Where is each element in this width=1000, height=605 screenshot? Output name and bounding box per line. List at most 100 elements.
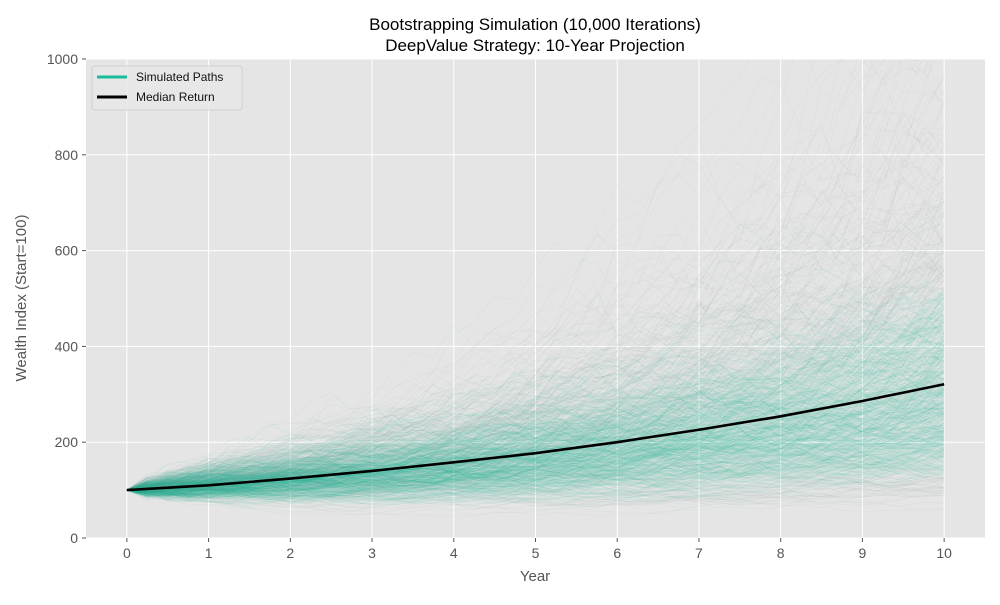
- simulated-path: [126, 407, 945, 491]
- simulated-path: [126, 422, 945, 496]
- simulated-path: [126, 267, 945, 491]
- simulated-path: [126, 444, 945, 506]
- simulated-path: [126, 445, 945, 497]
- simulated-path: [126, 335, 945, 501]
- simulated-path: [126, 287, 945, 504]
- simulated-path: [126, 388, 945, 491]
- simulated-path: [126, 268, 945, 491]
- simulated-path: [126, 313, 945, 491]
- simulated-path: [126, 286, 945, 492]
- simulated-path: [126, 436, 945, 491]
- simulated-path: [126, 455, 945, 497]
- simulated-path: [126, 440, 945, 496]
- simulated-path: [126, 346, 945, 493]
- simulated-path: [126, 355, 945, 494]
- simulated-path: [126, 483, 945, 506]
- simulated-path: [126, 332, 945, 491]
- simulated-path: [126, 435, 945, 491]
- simulated-path: [126, 190, 945, 491]
- simulated-path: [126, 355, 945, 491]
- simulated-path: [126, 225, 945, 491]
- simulated-path: [126, 408, 945, 491]
- simulated-path: [126, 389, 945, 503]
- simulated-path: [126, 292, 945, 491]
- simulated-path: [126, 465, 945, 495]
- simulated-path: [126, 423, 945, 499]
- simulated-path: [126, 461, 945, 500]
- simulated-path: [126, 259, 945, 491]
- simulated-path: [126, 343, 945, 499]
- simulated-path: [126, 321, 945, 496]
- simulated-path: [126, 368, 945, 492]
- simulated-path: [126, 329, 945, 491]
- simulated-path: [126, 390, 945, 491]
- simulated-path: [126, 236, 945, 491]
- simulated-path: [126, 442, 945, 494]
- simulated-path: [126, 444, 945, 505]
- simulated-path: [126, 216, 945, 491]
- simulated-path: [126, 413, 945, 495]
- simulated-path: [126, 438, 945, 496]
- simulated-path: [126, 425, 945, 491]
- simulated-path: [126, 59, 930, 491]
- simulated-path: [126, 285, 945, 491]
- simulated-path: [126, 442, 945, 492]
- simulated-path: [126, 373, 945, 491]
- simulated-path: [126, 142, 945, 494]
- simulated-path: [126, 379, 945, 491]
- simulated-path: [126, 269, 945, 491]
- simulated-path: [126, 386, 945, 495]
- simulated-path: [126, 269, 945, 491]
- simulated-path: [126, 335, 945, 494]
- simulated-path: [126, 305, 945, 500]
- simulated-path: [126, 74, 945, 492]
- simulated-path: [126, 456, 945, 491]
- simulated-path: [126, 363, 945, 491]
- simulated-path: [126, 150, 945, 491]
- chart-subtitle: DeepValue Strategy: 10-Year Projection: [385, 36, 685, 55]
- simulated-path: [126, 399, 945, 492]
- simulated-path: [126, 431, 945, 495]
- simulated-path: [126, 375, 945, 502]
- simulated-path: [126, 314, 945, 493]
- y-tick-label: 400: [55, 338, 79, 354]
- simulated-path: [126, 175, 945, 491]
- simulated-path: [126, 171, 945, 491]
- simulated-path: [126, 339, 945, 497]
- simulated-path: [126, 459, 945, 504]
- simulated-path: [126, 432, 945, 491]
- x-axis-label: Year: [520, 568, 550, 585]
- simulated-path: [126, 450, 945, 492]
- simulated-path: [126, 479, 945, 516]
- simulated-path: [126, 477, 945, 511]
- simulated-path: [126, 237, 945, 491]
- simulated-path: [126, 315, 945, 491]
- simulated-path: [126, 261, 945, 498]
- simulated-path: [126, 400, 945, 491]
- simulated-path: [126, 110, 945, 491]
- simulated-path: [126, 329, 945, 497]
- simulated-path: [126, 82, 945, 493]
- simulated-path: [126, 312, 945, 493]
- simulated-path: [126, 311, 945, 493]
- simulated-path: [126, 222, 945, 491]
- simulated-path: [126, 360, 945, 495]
- simulated-path: [126, 460, 945, 495]
- simulated-path: [126, 304, 945, 491]
- simulated-path: [126, 204, 945, 491]
- simulated-path: [126, 259, 945, 491]
- simulated-path: [126, 422, 945, 496]
- simulated-path: [126, 432, 945, 491]
- simulated-path: [126, 462, 945, 498]
- simulated-path: [126, 450, 945, 491]
- simulated-path: [126, 244, 945, 491]
- simulated-path: [126, 132, 945, 491]
- simulated-path: [126, 294, 945, 497]
- simulated-path: [126, 311, 945, 496]
- simulated-path: [126, 351, 945, 491]
- simulated-paths: [126, 59, 945, 517]
- simulated-path: [126, 421, 945, 491]
- simulated-path: [126, 308, 945, 491]
- simulated-path: [126, 245, 945, 491]
